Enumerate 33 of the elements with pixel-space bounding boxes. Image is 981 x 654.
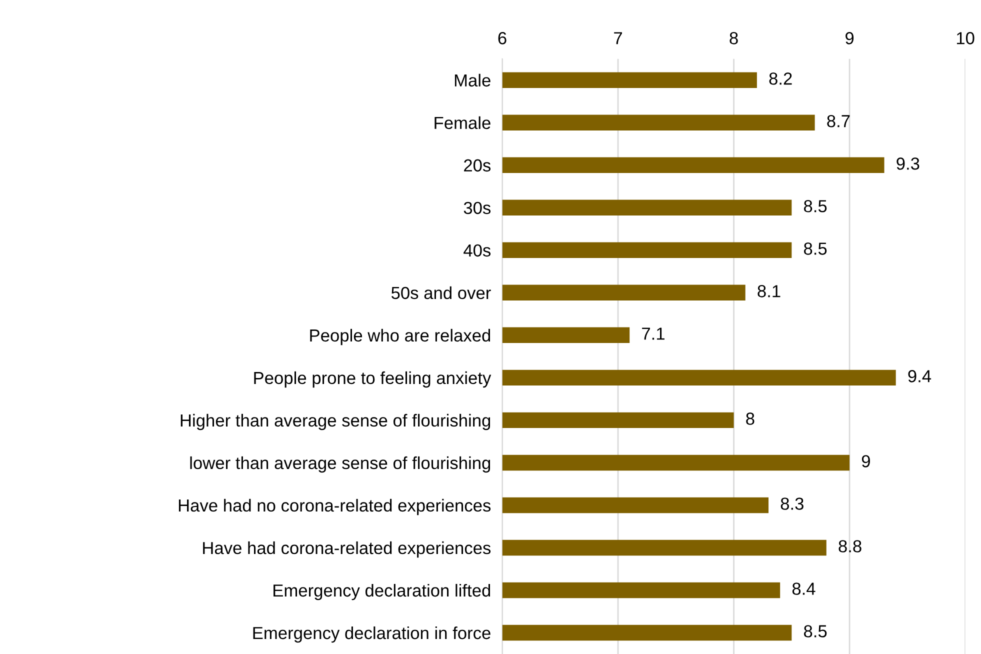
y-tick-label: 30s xyxy=(464,202,491,214)
x-tick-label: 10 xyxy=(956,32,974,44)
y-tick-label: Have had no corona-related experiences xyxy=(178,498,491,516)
data-label: 8.1 xyxy=(758,285,780,298)
y-tick-label: Female xyxy=(434,116,490,130)
data-label: 8.3 xyxy=(780,498,804,510)
data-label: 9.4 xyxy=(908,370,932,382)
y-tick-label: 50s and over xyxy=(391,286,491,300)
x-tick-label: 7 xyxy=(614,32,622,44)
data-label: 8.2 xyxy=(769,72,792,85)
data-label: 8.5 xyxy=(804,242,827,255)
y-tick-label: lower than average sense of flourishing xyxy=(190,456,490,473)
data-label: 8.5 xyxy=(804,200,827,212)
y-tick-label: 40s xyxy=(464,244,491,257)
x-tick-label: 6 xyxy=(498,32,506,44)
data-label: 8.4 xyxy=(792,582,816,595)
y-tick-label: Emergency declaration in force xyxy=(253,626,490,643)
y-tick-label: People prone to feeling anxiety xyxy=(254,371,492,388)
x-tick-label: 8 xyxy=(730,32,738,44)
data-label: 8.7 xyxy=(827,114,850,128)
data-label: 9.3 xyxy=(896,158,920,170)
y-tick-label: 20s xyxy=(464,159,491,172)
data-label: 8 xyxy=(746,412,754,425)
data-label: 8.5 xyxy=(804,625,827,638)
data-label: 8.8 xyxy=(838,540,862,552)
y-tick-label: Male xyxy=(454,74,490,87)
data-label: 7.1 xyxy=(642,328,664,340)
y-tick-label: Have had corona-related experiences xyxy=(203,541,491,558)
data-label: 9 xyxy=(862,455,870,468)
y-tick-label: Emergency declaration lifted xyxy=(274,584,490,600)
y-tick-label: People who are relaxed xyxy=(310,328,490,346)
y-tick-label: Higher than average sense of flourishing xyxy=(180,414,490,430)
x-tick-label: 9 xyxy=(846,32,854,44)
